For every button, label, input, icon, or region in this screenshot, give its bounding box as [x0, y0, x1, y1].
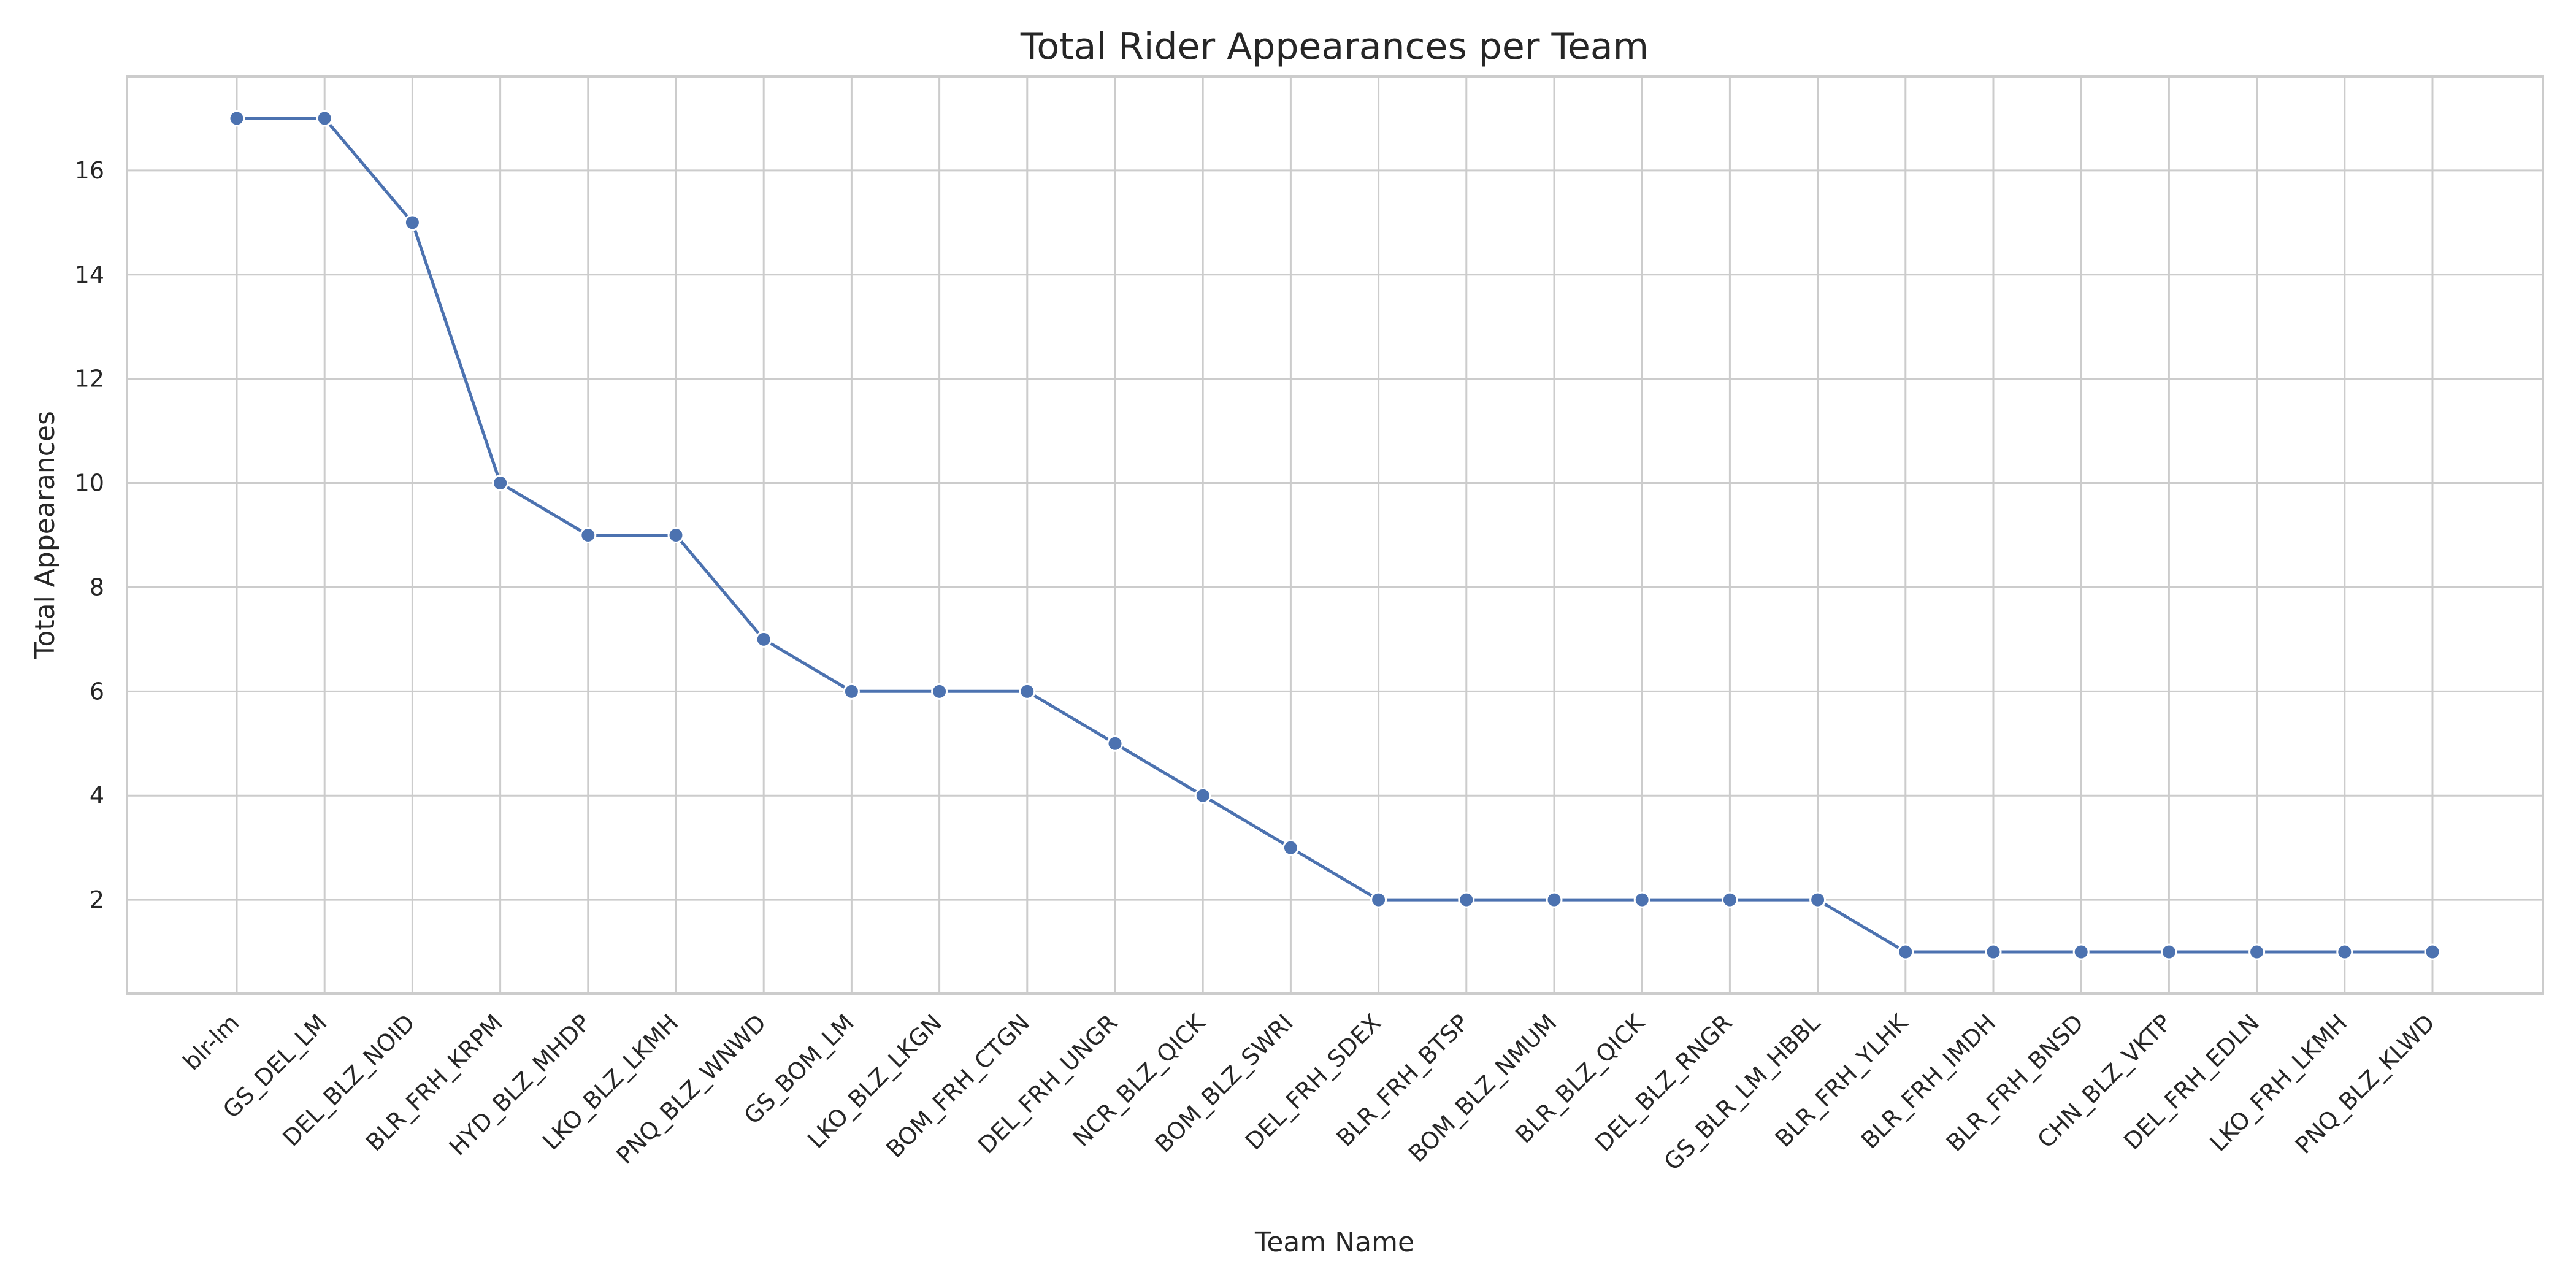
data-point	[316, 110, 333, 127]
data-point	[755, 631, 772, 648]
data-point	[1985, 943, 2002, 960]
data-point	[2336, 943, 2353, 960]
data-point	[1897, 943, 1914, 960]
y-tick-label: 6	[90, 678, 104, 705]
y-tick-label: 2	[90, 886, 104, 913]
data-point	[931, 683, 948, 700]
chart-title: Total Rider Appearances per Team	[1020, 25, 1649, 68]
data-point	[1809, 891, 1827, 908]
y-tick-label: 14	[75, 261, 104, 288]
y-tick-label: 16	[75, 157, 104, 184]
x-tick-label: BOM_BLZ_NMUM	[1403, 1009, 1562, 1167]
data-point	[492, 475, 509, 492]
x-tick-label: blr-lm	[178, 1009, 244, 1075]
data-point	[580, 527, 597, 543]
data-point	[667, 527, 684, 543]
data-point	[2248, 943, 2266, 960]
data-point	[2160, 943, 2177, 960]
data-point	[1019, 683, 1036, 700]
series	[228, 110, 2441, 960]
data-point	[1633, 891, 1650, 908]
gridlines	[127, 77, 2543, 994]
data-point	[1106, 735, 1124, 752]
data-point	[1282, 839, 1299, 856]
y-axis-ticks: 2 4 6 8 10 12 14 16	[75, 157, 104, 913]
data-point	[1194, 787, 1211, 804]
data-point	[1721, 891, 1738, 908]
x-axis-ticks: blr-lmGS_DEL_LMDEL_BLZ_NOIDBLR_FRH_KRPMH…	[178, 1008, 2440, 1175]
y-tick-label: 8	[90, 573, 104, 600]
y-tick-label: 4	[90, 782, 104, 809]
y-tick-label: 12	[75, 366, 104, 393]
data-point	[2424, 943, 2441, 960]
y-axis-label: Total Appearances	[29, 411, 61, 659]
data-point	[843, 683, 860, 700]
data-point	[1546, 891, 1563, 908]
plot-frame	[126, 75, 2544, 995]
data-point	[1370, 891, 1387, 908]
x-tick-label: PNQ_BLZ_WNWD	[611, 1009, 771, 1169]
data-point	[228, 110, 245, 127]
series-line	[237, 117, 2432, 954]
data-point	[404, 214, 421, 231]
data-point	[2072, 943, 2090, 960]
data-point	[1458, 891, 1475, 908]
y-tick-label: 10	[75, 470, 104, 497]
x-axis-label: Team Name	[1254, 1227, 1414, 1258]
x-tick-label: GS_BLR_LM_HBBL	[1658, 1009, 1825, 1176]
